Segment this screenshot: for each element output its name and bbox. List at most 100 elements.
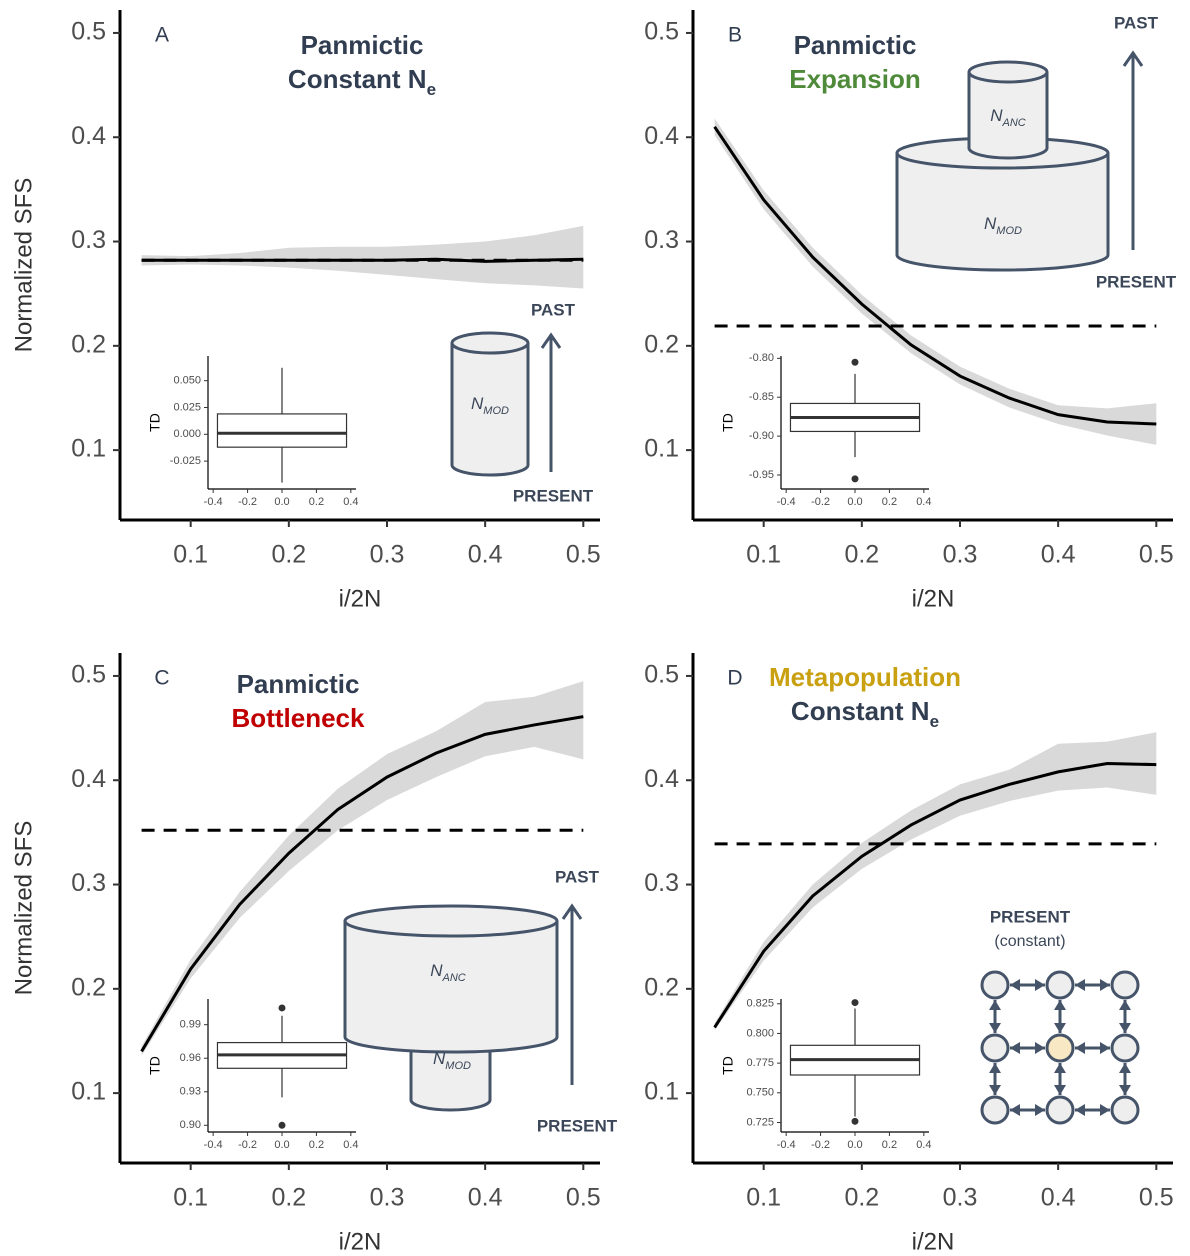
migration-arrow-head: [1100, 979, 1110, 991]
deme: [982, 972, 1008, 998]
panel-title: Panmictic: [301, 30, 424, 60]
x-tick-label: 0.1: [746, 1184, 781, 1212]
y-tick-label: 0.3: [71, 226, 106, 254]
x-tick-label: 0.1: [746, 541, 781, 569]
inset-y-label: TD: [147, 413, 163, 432]
y-tick-label: 0.5: [71, 661, 106, 689]
inset-x-tick-label: 0.0: [274, 496, 289, 508]
panel-title-sub: e: [427, 80, 436, 99]
migration-arrow-head: [1054, 1085, 1066, 1095]
population-label-main: N: [430, 961, 443, 980]
panel-title-main: Constant N: [288, 64, 427, 94]
present-label: PRESENT: [537, 1116, 618, 1135]
migration-arrow-head: [1010, 1042, 1020, 1054]
x-tick-label: 0.4: [1041, 1184, 1076, 1212]
y-tick-label: 0.1: [644, 1078, 679, 1106]
outlier: [852, 1118, 859, 1125]
x-tick-label: 0.4: [468, 541, 503, 569]
inset-y-tick-label: -0.90: [749, 430, 774, 442]
x-tick-label: 0.2: [844, 1184, 879, 1212]
x-tick-label: 0.2: [271, 1184, 306, 1212]
population-label-main: N: [471, 394, 484, 413]
deme: [982, 1097, 1008, 1123]
inset-x-tick-label: -0.2: [811, 496, 830, 508]
migration-arrow-head: [989, 1063, 1001, 1073]
x-tick-label: 0.5: [566, 1184, 601, 1212]
outlier: [852, 359, 859, 366]
migration-arrow-head: [989, 1085, 1001, 1095]
migration-arrow-head: [1075, 979, 1085, 991]
migration-arrow-head: [989, 1000, 1001, 1010]
inset-y-label: TD: [147, 1056, 163, 1075]
y-tick-label: 0.3: [644, 869, 679, 897]
migration-arrow-head: [1119, 1023, 1131, 1033]
migration-arrow-head: [1035, 1042, 1045, 1054]
panel-letter: D: [727, 667, 742, 690]
inset-y-tick-label: 0.99: [180, 1019, 201, 1031]
x-tick-label: 0.3: [370, 541, 405, 569]
x-axis-label: i/2N: [339, 585, 382, 612]
inset-y-tick-label: 0.750: [746, 1087, 774, 1099]
page: 0.1 0.2 0.3 0.4 0.5 0.1 0.2 0.3 0.4 0.5 i/2N Normal…: [0, 0, 1190, 1256]
x-tick-label: 0.3: [943, 541, 978, 569]
population-cylinder: [345, 921, 557, 1052]
inset-x-tick-label: 0.0: [847, 1139, 862, 1151]
panel-title: Expansion: [789, 64, 920, 94]
inset-y-label: TD: [720, 413, 736, 432]
deme: [1047, 1035, 1073, 1061]
mean-line: [142, 259, 584, 261]
panel-letter: A: [155, 24, 169, 47]
present-label: PRESENT: [990, 907, 1071, 926]
x-tick-label: 0.5: [1139, 1184, 1174, 1212]
figure: 0.1 0.2 0.3 0.4 0.5 0.1 0.2 0.3 0.4 0.5 i/2N Normal…: [0, 0, 1190, 1256]
panel-title-main: Panmictic: [301, 30, 424, 60]
panel: 0.10.20.30.40.50.10.20.30.40.5i/2NNormal…: [10, 653, 617, 1255]
y-tick-label: 0.4: [71, 122, 106, 150]
migration-arrow-head: [1054, 1023, 1066, 1033]
x-axis-label: i/2N: [912, 1228, 955, 1255]
y-tick-label: 0.4: [644, 122, 679, 150]
x-tick-label: 0.5: [1139, 541, 1174, 569]
outlier: [852, 475, 859, 482]
past-label: PAST: [555, 867, 600, 886]
deme: [1047, 972, 1073, 998]
population-label-main: N: [984, 214, 997, 233]
panel-title-main: Bottleneck: [232, 703, 365, 733]
inset-x-tick-label: 0.2: [309, 496, 324, 508]
x-tick-label: 0.5: [566, 541, 601, 569]
y-tick-label: 0.5: [71, 18, 106, 46]
inset-x-tick-label: -0.4: [204, 496, 223, 508]
y-tick-label: 0.4: [644, 765, 679, 793]
x-axis-label: i/2N: [912, 585, 955, 612]
population-cylinder-top: [452, 333, 528, 353]
inset-y-label: TD: [720, 1056, 736, 1075]
inset-y-tick-label: 0.050: [173, 375, 201, 387]
migration-arrow-head: [1054, 1000, 1066, 1010]
y-axis-label: Normalized SFS: [10, 178, 37, 353]
present-label: PRESENT: [513, 486, 594, 505]
inset-x-tick-label: 0.2: [882, 496, 897, 508]
panel-title-main: Panmictic: [794, 30, 917, 60]
panel-title-main: Constant N: [791, 696, 930, 726]
inset-x-tick-label: -0.2: [811, 1139, 830, 1151]
migration-arrow-head: [1075, 1042, 1085, 1054]
note-label: (constant): [994, 933, 1065, 950]
x-tick-label: 0.4: [468, 1184, 503, 1212]
migration-arrow-head: [1035, 1104, 1045, 1116]
deme: [1047, 1097, 1073, 1123]
outlier: [279, 1122, 286, 1129]
panel-letter: C: [154, 667, 169, 690]
inset-y-tick-label: 0.725: [746, 1116, 774, 1128]
y-tick-label: 0.5: [644, 661, 679, 689]
population-label-sub: ANC: [1002, 117, 1026, 129]
panel-title: Panmictic: [794, 30, 917, 60]
population-label-sub: MOD: [483, 405, 509, 417]
population-label-sub: MOD: [996, 225, 1022, 237]
inset-y-tick-label: 0.800: [746, 1027, 774, 1039]
migration-arrow-head: [1010, 979, 1020, 991]
x-tick-label: 0.1: [173, 1184, 208, 1212]
panel-title-main: Expansion: [789, 64, 920, 94]
inset-y-tick-label: 0.96: [180, 1052, 201, 1064]
